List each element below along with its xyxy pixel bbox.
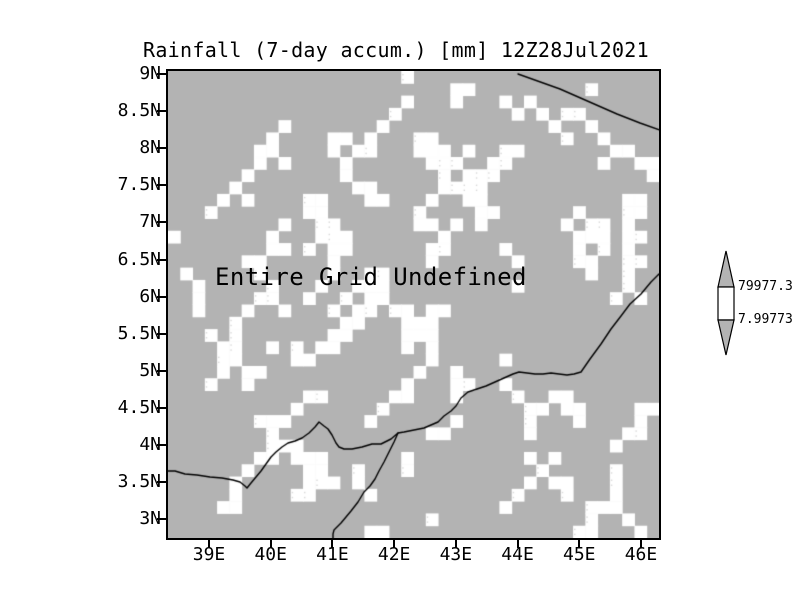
colorbar-swatch (717, 286, 735, 321)
y-tick-mark (157, 295, 166, 298)
colorbar-down-arrow-icon (717, 319, 735, 356)
colorbar (717, 250, 735, 356)
x-tick-mark (208, 540, 210, 548)
y-tick-label: 7.5N (117, 174, 161, 196)
y-tick-label: 6.5N (117, 248, 161, 270)
colorbar-min-label: 7.99773 (738, 312, 792, 327)
y-tick-label: 6N (139, 285, 161, 307)
y-tick-label: 3.5N (117, 471, 161, 493)
y-tick-mark (157, 518, 166, 521)
y-tick-label: 7N (139, 211, 161, 233)
y-tick-label: 9N (139, 63, 161, 84)
plot-title: Rainfall (7-day accum.) [mm] 12Z28Jul202… (143, 38, 649, 62)
y-tick-label: 5.5N (117, 322, 161, 344)
y-tick-mark (157, 147, 166, 150)
x-tick-mark (331, 540, 334, 548)
x-tick-mark (269, 540, 272, 548)
x-tick-label: 41E (316, 544, 349, 565)
x-tick-mark (516, 540, 519, 548)
x-tick-mark (578, 540, 581, 548)
y-tick-label: 8.5N (117, 100, 161, 122)
colorbar-max-label: 79977.3 (738, 279, 792, 294)
x-tick-label: 42E (377, 544, 411, 565)
y-tick-mark (157, 221, 166, 224)
map-canvas (168, 71, 659, 538)
x-tick-label: 46E (624, 544, 658, 565)
x-tick-mark (639, 540, 642, 548)
y-tick-label: 8N (139, 137, 161, 159)
x-tick-mark (393, 540, 396, 548)
y-tick-mark (157, 444, 166, 446)
y-tick-mark (157, 73, 166, 75)
y-tick-mark (157, 110, 166, 113)
map-plot-area (166, 69, 661, 540)
colorbar-up-arrow-icon (717, 250, 735, 288)
y-tick-label: 4.5N (117, 396, 161, 418)
undefined-grid-message: Entire Grid Undefined (215, 263, 527, 291)
y-tick-mark (157, 258, 166, 261)
x-tick-mark (454, 540, 457, 548)
x-tick-label: 44E (501, 544, 534, 565)
y-tick-label: 3N (139, 508, 161, 530)
y-tick-mark (157, 481, 166, 484)
y-tick-label: 4N (139, 434, 161, 455)
x-tick-label: 45E (562, 544, 596, 565)
x-tick-label: 43E (439, 544, 473, 565)
y-tick-mark (157, 406, 166, 409)
y-tick-mark (157, 332, 166, 335)
y-tick-mark (157, 369, 166, 372)
y-tick-label: 5N (139, 359, 161, 381)
y-tick-mark (157, 184, 166, 187)
x-tick-label: 40E (254, 544, 287, 565)
x-tick-label: 39E (192, 544, 226, 565)
